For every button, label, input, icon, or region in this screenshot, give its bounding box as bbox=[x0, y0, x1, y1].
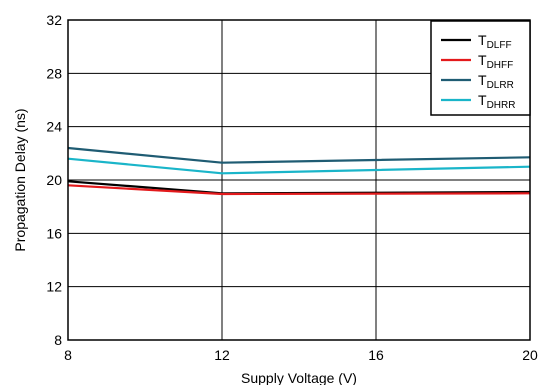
y-tick-label: 12 bbox=[46, 279, 62, 295]
y-axis-title: Propagation Delay (ns) bbox=[12, 108, 28, 251]
x-tick-label: 8 bbox=[64, 347, 72, 363]
y-tick-label: 16 bbox=[46, 225, 62, 241]
x-tick-label: 16 bbox=[368, 347, 384, 363]
grid bbox=[68, 20, 530, 340]
series-lines bbox=[67, 146, 531, 196]
y-tick-label: 32 bbox=[46, 12, 62, 28]
x-axis-title: Supply Voltage (V) bbox=[241, 370, 357, 385]
series-line-dlrr bbox=[67, 146, 531, 164]
y-tick-label: 28 bbox=[46, 65, 62, 81]
x-tick-label: 12 bbox=[214, 347, 230, 363]
x-tick-label: 20 bbox=[522, 347, 538, 363]
y-tick-label: 20 bbox=[46, 172, 62, 188]
series-line-dlff bbox=[67, 180, 531, 195]
series-line-dhrr bbox=[67, 157, 531, 175]
y-tick-label: 8 bbox=[54, 332, 62, 348]
y-tick-label: 24 bbox=[46, 119, 62, 135]
plot-frame bbox=[67, 19, 531, 341]
series-line-dhff bbox=[67, 184, 531, 196]
tick-labels: 8 12 16 20 24 28 32 8 12 16 20 bbox=[46, 12, 538, 363]
